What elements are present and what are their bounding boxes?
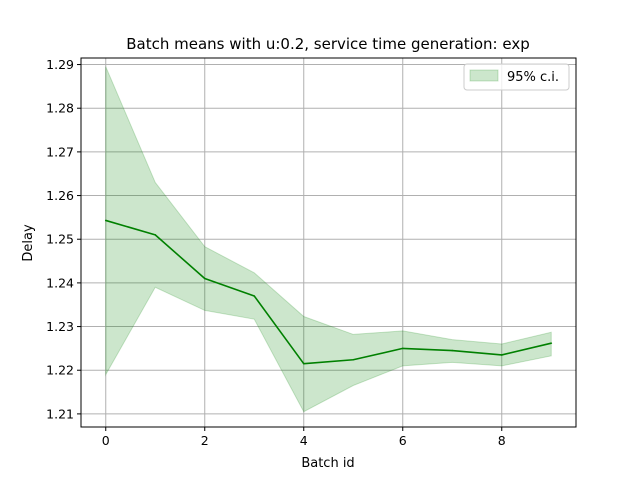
data-point <box>154 234 157 236</box>
data-point <box>500 354 503 356</box>
ticks: 0 2 4 6 8 1.21 1.22 1.23 1.24 1.25 1.26 1.27 1.28 1.2… <box>46 57 506 448</box>
y-tick-label: 1.22 <box>46 363 74 378</box>
x-tick-label: 0 <box>102 433 110 448</box>
y-tick-label: 1.25 <box>46 232 74 247</box>
data-point <box>302 362 305 365</box>
x-tick-label: 8 <box>498 433 506 448</box>
y-tick-label: 1.23 <box>46 319 74 334</box>
x-tick-label: 4 <box>300 433 308 448</box>
legend-swatch-ci <box>469 69 499 82</box>
legend: 95% c.i. <box>463 63 570 91</box>
data-point <box>104 219 107 222</box>
data-point <box>451 349 454 352</box>
y-tick-label: 1.24 <box>46 275 74 290</box>
grid <box>81 58 576 427</box>
confidence-band-area <box>105 66 552 413</box>
chart-title: Batch means with u:0.2, service time gen… <box>126 35 529 53</box>
axes-frame <box>80 57 577 428</box>
y-axis-label: Delay <box>21 224 36 262</box>
y-tick-label: 1.28 <box>46 101 74 116</box>
y-tick-label: 1.29 <box>46 57 74 72</box>
x-axis-label: Batch id <box>301 456 354 471</box>
x-tick-label: 2 <box>201 433 209 448</box>
legend-box <box>463 63 570 91</box>
y-tick-label: 1.26 <box>46 188 74 203</box>
data-point <box>550 342 553 344</box>
data-point <box>401 347 404 350</box>
data-point <box>352 358 355 361</box>
data-point <box>253 295 256 297</box>
data-point <box>203 277 206 280</box>
series-line-delay <box>105 219 552 365</box>
y-tick-label: 1.21 <box>46 406 74 421</box>
confidence-band-layer <box>105 66 552 413</box>
x-tick-label: 6 <box>399 433 407 448</box>
series-layer <box>104 219 553 365</box>
legend-label-ci: 95% c.i. <box>507 70 559 85</box>
y-tick-label: 1.27 <box>46 144 74 159</box>
